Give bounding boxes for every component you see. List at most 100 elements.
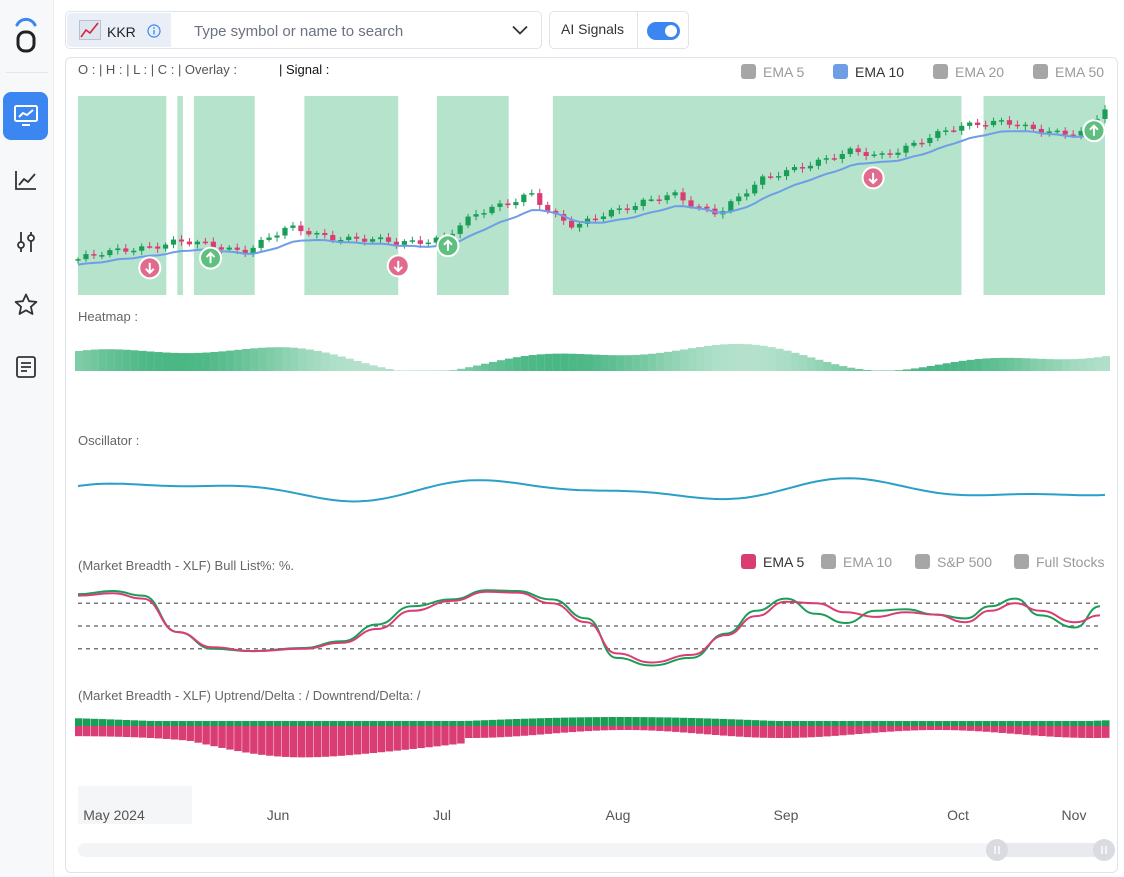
sidebar-item-analytics[interactable]: [3, 156, 48, 204]
trend-bar: [194, 721, 202, 743]
candle: [131, 248, 137, 256]
trend-bar: [369, 721, 378, 754]
candle: [401, 239, 408, 249]
ticker-chip[interactable]: KKR: [67, 13, 171, 47]
heatmap-bars: [75, 343, 1110, 371]
sidebar-item-reports[interactable]: [3, 343, 48, 391]
x-axis-label: Nov: [1062, 807, 1087, 823]
trend-bar: [154, 721, 163, 739]
heatmap-bar: [568, 353, 577, 371]
info-icon[interactable]: [147, 24, 161, 38]
sidebar-item-filters[interactable]: [3, 218, 48, 266]
ema-legend-item[interactable]: EMA 5: [741, 64, 804, 80]
oscillator-line: [77, 477, 1106, 503]
candle: [640, 197, 646, 211]
uptrend-downtrend-bars: [75, 717, 1110, 758]
candle: [377, 234, 384, 244]
ai-signals-toggle[interactable]: [647, 22, 680, 40]
chart-canvas[interactable]: O : | H : | L : | C : | Overlay : | Sign…: [66, 58, 1117, 872]
candle: [107, 247, 113, 258]
heatmap-bar: [695, 347, 704, 371]
sell-signal-icon[interactable]: [138, 256, 162, 280]
heatmap-bar: [329, 354, 338, 371]
trend-bar: [823, 721, 831, 737]
heatmap-bar: [982, 358, 991, 371]
breadth-legend-item[interactable]: Full Stocks: [1014, 554, 1104, 570]
candle: [1014, 120, 1021, 129]
sidebar-item-chart[interactable]: [3, 92, 48, 140]
signal-zone: [177, 96, 183, 295]
heatmap-bar: [536, 354, 545, 371]
trend-bar: [520, 718, 529, 736]
x-axis: May 2024 Jun Jul Aug Sep Oct Nov: [83, 807, 1086, 823]
trend-bar: [759, 720, 768, 738]
heatmap-bar: [202, 352, 211, 371]
sidebar-item-watchlist[interactable]: [3, 281, 48, 329]
heatmap-bar: [337, 356, 346, 371]
signal-readout: | Signal :: [279, 62, 329, 77]
candle: [489, 204, 495, 216]
heatmap-bar: [688, 348, 697, 371]
trend-bar: [409, 721, 417, 749]
candle: [537, 188, 543, 210]
sell-signal-icon[interactable]: [861, 166, 885, 190]
heatmap-bar: [608, 355, 617, 371]
trend-bar: [648, 717, 656, 731]
heatmap-bar: [1094, 357, 1103, 371]
heatmap-bar: [130, 350, 139, 371]
trend-bar: [998, 721, 1007, 733]
range-handle-right[interactable]: [1093, 839, 1115, 861]
candle: [975, 118, 981, 129]
heatmap-bar: [234, 349, 243, 371]
trend-bar: [592, 717, 600, 731]
breadth-legend-item[interactable]: EMA 10: [821, 554, 892, 570]
trend-bar: [218, 721, 226, 748]
sell-signal-icon[interactable]: [386, 254, 410, 278]
heatmap-bar: [75, 351, 83, 371]
heatmap-bar: [632, 354, 641, 371]
candle: [608, 207, 615, 219]
buy-signal-icon[interactable]: [1082, 119, 1106, 143]
trend-bar: [608, 717, 616, 731]
candle: [139, 243, 145, 255]
heatmap-bar: [425, 370, 434, 371]
range-handle-left[interactable]: [986, 839, 1008, 861]
heatmap-bar: [735, 343, 744, 371]
ema-legend-item[interactable]: EMA 20: [933, 64, 1004, 80]
range-scrollbar[interactable]: [78, 843, 1108, 857]
heatmap-bar: [990, 358, 999, 371]
chevron-down-icon[interactable]: [511, 23, 529, 37]
x-axis-label: Oct: [947, 807, 969, 823]
trend-bar: [250, 721, 258, 754]
heatmap-bar: [552, 353, 561, 371]
candle: [568, 216, 575, 230]
ema-legend-item[interactable]: EMA 50: [1033, 64, 1104, 80]
heatmap-bar: [727, 343, 736, 371]
heatmap-bar: [703, 345, 712, 371]
heatmap-bar: [616, 355, 625, 371]
heatmap-bar: [942, 363, 951, 371]
range-selection[interactable]: [998, 843, 1108, 857]
candle: [561, 209, 567, 225]
breadth-legend-item[interactable]: EMA 5: [741, 554, 804, 570]
heatmap-bar: [226, 350, 235, 371]
trend-bar: [465, 720, 473, 738]
ai-signals-control: AI Signals: [549, 11, 689, 49]
breadth-legend-item[interactable]: S&P 500: [915, 554, 992, 570]
search-input[interactable]: [192, 15, 516, 47]
heatmap-bar: [584, 354, 593, 371]
buy-signal-icon[interactable]: [436, 234, 460, 258]
trend-bar: [473, 720, 481, 738]
ema-legend-item[interactable]: EMA 10: [833, 64, 904, 80]
trend-bar: [114, 719, 123, 737]
candle: [672, 189, 678, 199]
heatmap-bar: [1022, 358, 1031, 371]
trend-bar: [385, 721, 393, 752]
candle: [282, 225, 288, 239]
heatmap-bar: [791, 352, 800, 371]
heatmap-bar: [1006, 357, 1015, 371]
buy-signal-icon[interactable]: [199, 246, 223, 270]
heatmap-bar: [409, 370, 418, 371]
trend-bar: [950, 721, 959, 731]
trend-bar: [934, 721, 943, 731]
